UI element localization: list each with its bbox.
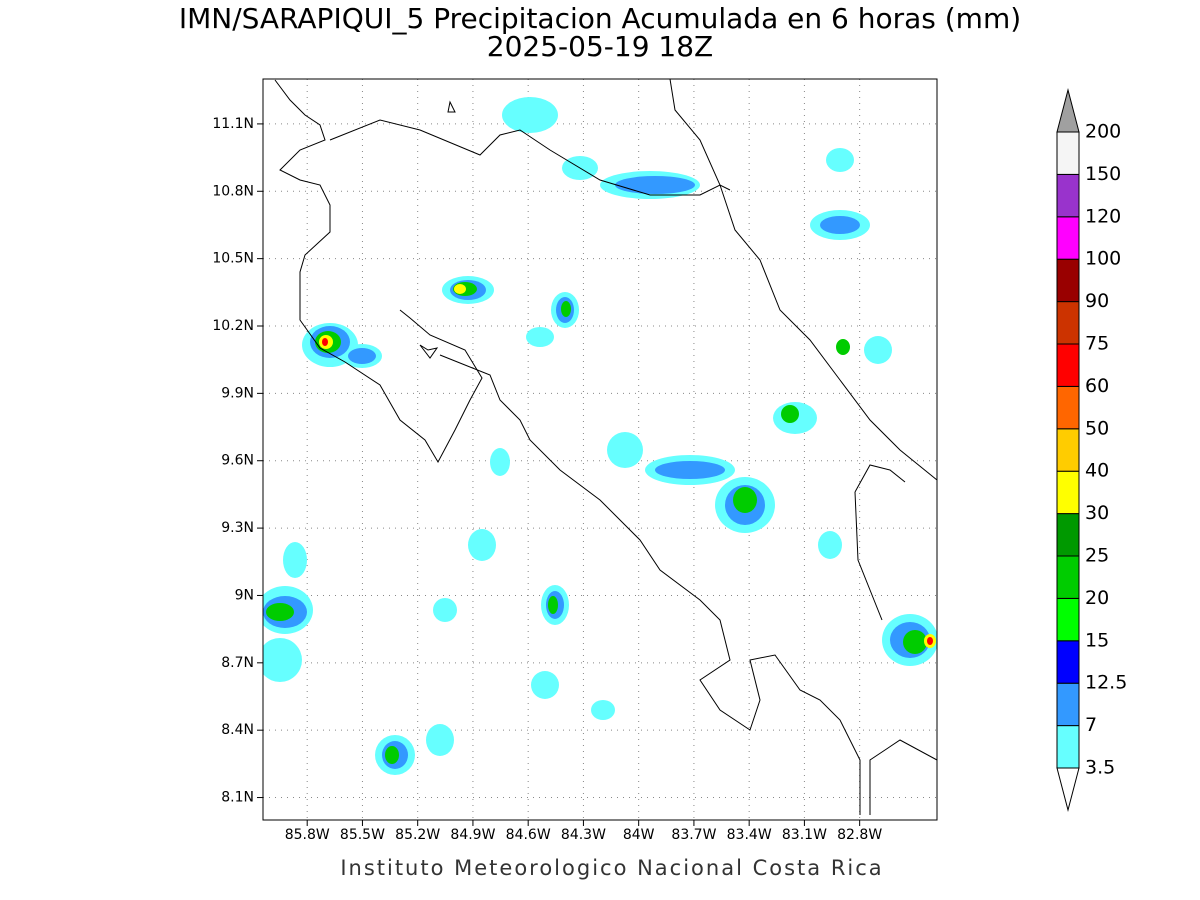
- grid: [263, 79, 937, 820]
- subtitle: 2025-05-19 18Z: [487, 30, 713, 63]
- x-tick-label: 85.8W: [285, 827, 330, 843]
- colorbar-label: 7: [1085, 714, 1097, 736]
- colorbar-label: 150: [1085, 163, 1121, 185]
- colorbar-label: 30: [1085, 502, 1109, 524]
- colorbar-bin: [1056, 385, 1080, 430]
- colorbar-bin: [1056, 343, 1080, 387]
- x-tick-label: 85.5W: [340, 827, 385, 843]
- colorbar-bin: [1056, 640, 1080, 684]
- y-tick-label: 11.1N: [212, 116, 254, 132]
- colorbar-label: 25: [1085, 545, 1109, 567]
- x-tick-label: 85.2W: [395, 827, 440, 843]
- x-tick-label: 84.6W: [506, 827, 551, 843]
- colorbar-bin: [1056, 513, 1080, 557]
- x-tick-label: 84.9W: [450, 827, 495, 843]
- colorbar-bin: [1056, 216, 1080, 260]
- y-tick-label: 9.6N: [221, 453, 254, 469]
- colorbar-label: 3.5: [1085, 757, 1115, 779]
- colorbar-bin: [1056, 131, 1080, 175]
- title: IMN/SARAPIQUI_5 Precipitacion Acumulada …: [179, 2, 1021, 35]
- colorbar-label: 60: [1085, 375, 1109, 397]
- x-tick-label: 83.7W: [671, 827, 716, 843]
- plot-frame: [262, 78, 938, 821]
- colorbar-bin: [1056, 597, 1080, 642]
- precipitation-field: [263, 97, 937, 775]
- y-tick-label: 9N: [235, 587, 254, 603]
- colorbar: 3.5 7 12.5 15 20 25 30 40 50 60 75 90 100 120 150 200: [1056, 88, 1127, 812]
- x-tick-label: 83.4W: [727, 827, 772, 843]
- colorbar-bin: [1056, 470, 1080, 515]
- colorbar-bin: [1056, 555, 1080, 599]
- colorbar-label: 50: [1085, 417, 1109, 439]
- y-tick-label: 9.3N: [221, 520, 254, 536]
- colorbar-bin: [1056, 682, 1080, 727]
- axes: 85.8W 85.5W 85.2W 84.9W 84.6W 84.3W 84W 83.7W 83…: [212, 116, 882, 843]
- colorbar-bin: [1056, 428, 1080, 472]
- colorbar-label: 75: [1085, 333, 1109, 355]
- colorbar-under: [1056, 767, 1080, 812]
- y-tick-label: 8.4N: [221, 722, 254, 738]
- x-tick-label: 82.8W: [837, 827, 882, 843]
- colorbar-label: 100: [1085, 248, 1121, 270]
- y-tick-label: 10.2N: [212, 318, 254, 334]
- colorbar-over: [1056, 88, 1080, 133]
- colorbar-label: 15: [1085, 629, 1109, 651]
- colorbar-label: 90: [1085, 290, 1109, 312]
- colorbar-label: 120: [1085, 205, 1121, 227]
- y-tick-label: 10.5N: [212, 251, 254, 267]
- colorbar-bin: [1056, 258, 1080, 303]
- y-tick-label: 8.1N: [221, 790, 254, 806]
- colorbar-bin: [1056, 725, 1080, 769]
- colorbar-label: 12.5: [1085, 672, 1127, 694]
- x-tick-label: 84.3W: [561, 827, 606, 843]
- colorbar-label: 40: [1085, 460, 1109, 482]
- y-tick-label: 10.8N: [212, 183, 254, 199]
- footer: Instituto Meteorologico Nacional Costa R…: [340, 856, 883, 880]
- x-tick-label: 83.1W: [782, 827, 827, 843]
- y-tick-label: 8.7N: [221, 655, 254, 671]
- colorbar-label: 20: [1085, 587, 1109, 609]
- colorbar-bin: [1056, 301, 1080, 345]
- x-tick-label: 84W: [623, 827, 655, 843]
- colorbar-label: 200: [1085, 121, 1121, 143]
- colorbar-bin: [1056, 173, 1080, 218]
- y-tick-label: 9.9N: [221, 385, 254, 401]
- coastline: [274, 79, 937, 815]
